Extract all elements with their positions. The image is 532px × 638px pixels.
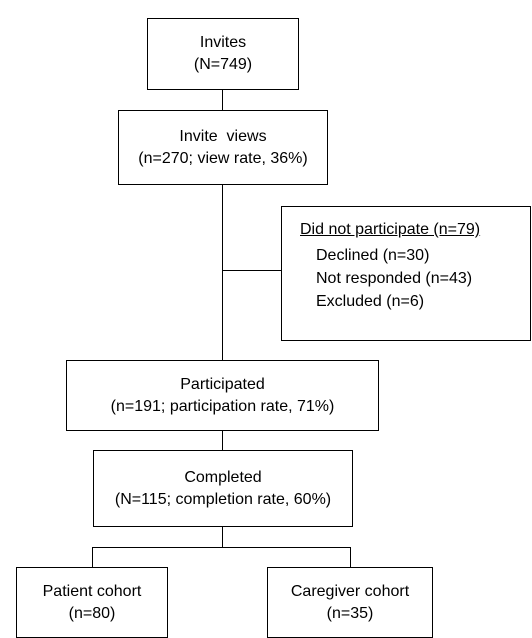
connector-completed-to-split — [222, 527, 223, 547]
completed-count: (N=115; completion rate, 60%) — [114, 490, 332, 508]
participated-label: Participated — [180, 375, 265, 393]
not-responded-item: Not responded (n=43) — [316, 270, 473, 287]
connector-invites-to-views — [222, 90, 223, 110]
did-not-participate-box: Did not participate (n=79) Declined (n=3… — [281, 206, 531, 341]
connector-branch-to-did-not-participate — [222, 270, 281, 271]
connector-views-to-participated — [222, 185, 223, 360]
invite-views-box: Invite views (n=270; view rate, 36%) — [118, 110, 328, 185]
did-not-participate-title: Did not participate (n=79) — [300, 221, 481, 238]
declined-item: Declined (n=30) — [316, 247, 430, 264]
invites-count: (N=749) — [193, 56, 253, 73]
caregiver-cohort-box: Caregiver cohort (n=35) — [267, 567, 433, 638]
caregiver-cohort-label: Caregiver cohort — [290, 582, 410, 600]
patient-cohort-label: Patient cohort — [42, 582, 142, 600]
invites-box: Invites (N=749) — [147, 18, 299, 90]
connector-split-to-caregiver — [350, 547, 351, 567]
connector-split-to-patient — [92, 547, 93, 567]
invite-views-label: Invite views — [179, 127, 267, 145]
patient-cohort-count: (n=80) — [68, 604, 116, 622]
participated-box: Participated (n=191; participation rate,… — [66, 360, 379, 431]
connector-participated-to-completed — [222, 431, 223, 450]
patient-cohort-box: Patient cohort (n=80) — [16, 567, 168, 638]
invites-label: Invites — [199, 34, 247, 51]
invite-views-count: (n=270; view rate, 36%) — [138, 149, 308, 167]
excluded-item: Excluded (n=6) — [316, 293, 425, 310]
caregiver-cohort-count: (n=35) — [326, 604, 374, 622]
connector-cohort-split — [92, 547, 351, 548]
completed-label: Completed — [184, 468, 262, 486]
participated-count: (n=191; participation rate, 71%) — [110, 397, 335, 415]
completed-box: Completed (N=115; completion rate, 60%) — [93, 450, 353, 527]
